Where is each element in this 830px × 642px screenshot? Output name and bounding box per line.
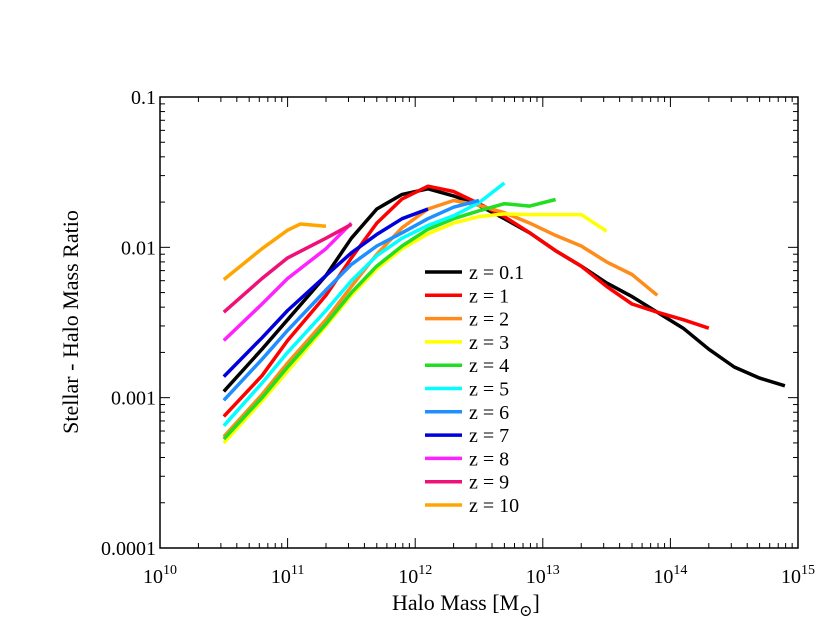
x-tick-exponent: 13 xyxy=(546,563,560,578)
x-tick-exponent: 14 xyxy=(673,563,687,578)
svg-text:Halo Mass [M⊙]: Halo Mass [M⊙] xyxy=(392,590,540,620)
tick-labels: 1010 1011 1012 1013 1014 10150.00010.0010.010… xyxy=(101,87,815,588)
legend-label: z = 1 xyxy=(469,285,509,307)
series-line xyxy=(222,197,557,441)
series-line xyxy=(222,222,327,281)
x-tick-label: 1013 xyxy=(526,563,560,588)
legend-label: z = 10 xyxy=(469,495,519,517)
axis-ticks xyxy=(159,96,799,549)
series-line xyxy=(222,198,659,438)
series-line xyxy=(222,212,608,445)
legend: z = 0.1z = 1z = 2z = 3z = 4z = 5z = 6z =… xyxy=(425,262,524,517)
x-tick-base: 10 xyxy=(526,566,546,588)
x-tick-exponent: 12 xyxy=(418,563,432,578)
x-tick-label: 1014 xyxy=(653,563,687,588)
y-tick-label: 0.1 xyxy=(131,87,156,109)
series-lines xyxy=(222,181,786,445)
x-axis-title: Halo Mass [M⊙] xyxy=(392,590,540,620)
series-line xyxy=(222,221,353,342)
legend-label: z = 7 xyxy=(469,425,509,447)
x-tick-base: 10 xyxy=(143,566,163,588)
x-tick-base: 10 xyxy=(398,566,418,588)
x-axis-label: Halo Mass [M xyxy=(392,590,519,615)
legend-label: z = 8 xyxy=(469,448,509,470)
legend-label: z = 4 xyxy=(469,355,509,377)
series-line xyxy=(222,207,429,378)
x-tick-exponent: 15 xyxy=(801,563,815,578)
series-line xyxy=(222,222,353,314)
series-line xyxy=(222,181,506,427)
legend-label: z = 3 xyxy=(469,332,509,354)
y-axis-title: Stellar - Halo Mass Ratio xyxy=(58,210,83,434)
legend-label: z = 6 xyxy=(469,402,509,424)
x-tick-base: 10 xyxy=(781,566,801,588)
y-tick-label: 0.0001 xyxy=(101,538,156,560)
legend-label: z = 9 xyxy=(469,472,509,494)
x-axis-subscript: ⊙ xyxy=(519,603,532,620)
x-tick-exponent: 11 xyxy=(291,563,304,578)
x-tick-exponent: 10 xyxy=(163,563,177,578)
x-tick-base: 10 xyxy=(271,566,291,588)
y-tick-label: 0.001 xyxy=(111,388,156,410)
x-axis-label-close: ] xyxy=(533,590,540,615)
series-line xyxy=(222,198,480,402)
plot-frame xyxy=(159,96,799,549)
x-tick-label: 1011 xyxy=(271,563,304,588)
y-tick-label: 0.01 xyxy=(121,237,156,259)
x-tick-label: 1012 xyxy=(398,563,432,588)
legend-label: z = 5 xyxy=(469,379,509,401)
legend-label: z = 0.1 xyxy=(469,262,524,284)
x-tick-label: 1010 xyxy=(143,563,177,588)
x-tick-label: 1015 xyxy=(781,563,815,588)
x-tick-base: 10 xyxy=(653,566,673,588)
legend-label: z = 2 xyxy=(469,309,509,331)
